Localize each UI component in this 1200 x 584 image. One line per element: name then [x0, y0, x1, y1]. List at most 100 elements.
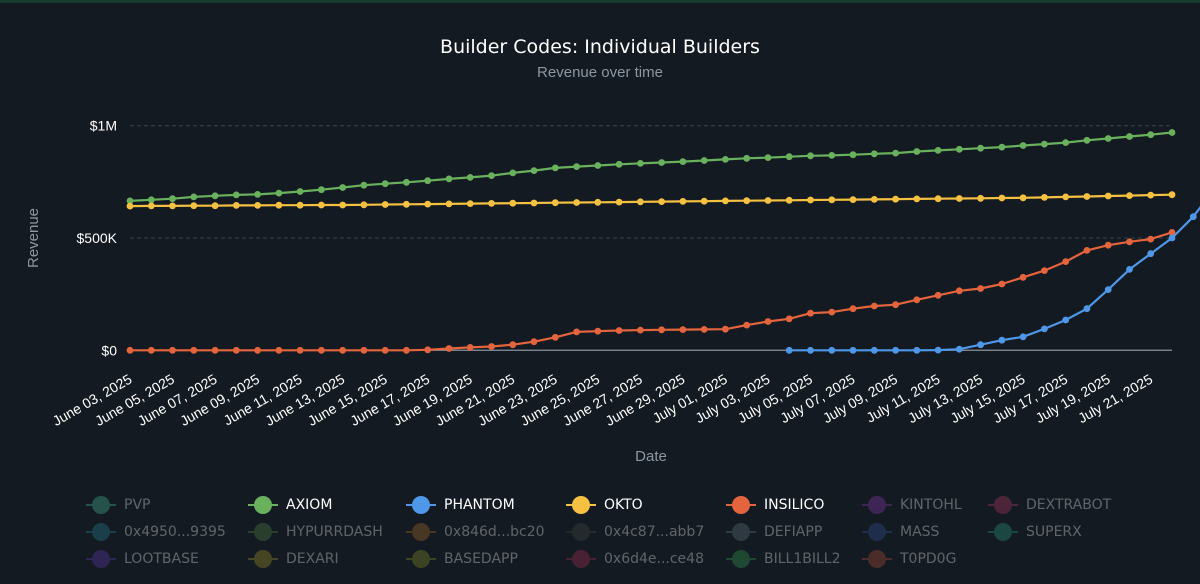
legend-item-bill1bill2[interactable]: BILL1BILL2: [726, 549, 840, 569]
data-point[interactable]: [1104, 192, 1112, 200]
legend-item-basedapp[interactable]: BASEDAPP: [406, 549, 518, 569]
data-point[interactable]: [126, 202, 134, 210]
data-point[interactable]: [615, 327, 623, 334]
legend-item-0x846d-bc20[interactable]: 0x846d...bc20: [406, 522, 545, 542]
data-point[interactable]: [126, 346, 134, 354]
data-point[interactable]: [466, 344, 474, 351]
legend-item-okto[interactable]: OKTO: [566, 495, 643, 515]
data-point[interactable]: [722, 156, 729, 163]
data-point[interactable]: [913, 148, 921, 155]
data-point[interactable]: [743, 197, 751, 205]
data-point[interactable]: [445, 175, 453, 183]
data-point[interactable]: [807, 152, 814, 160]
data-point[interactable]: [977, 285, 984, 292]
data-point[interactable]: [530, 338, 538, 346]
data-point[interactable]: [849, 305, 857, 313]
data-point[interactable]: [551, 199, 559, 207]
data-point[interactable]: [955, 145, 963, 153]
data-point[interactable]: [998, 143, 1006, 151]
data-point[interactable]: [934, 147, 942, 154]
data-point[interactable]: [1019, 142, 1027, 149]
data-point[interactable]: [360, 346, 368, 354]
data-point[interactable]: [1019, 333, 1027, 341]
data-point[interactable]: [1147, 191, 1155, 199]
data-point[interactable]: [1168, 129, 1176, 136]
data-point[interactable]: [211, 202, 219, 210]
series-axiom[interactable]: [126, 129, 1176, 205]
legend-item-phantom[interactable]: PHANTOM: [406, 495, 515, 515]
data-point[interactable]: [594, 327, 602, 335]
data-point[interactable]: [254, 346, 261, 354]
data-point[interactable]: [445, 345, 453, 352]
data-point[interactable]: [1189, 213, 1197, 221]
data-point[interactable]: [445, 200, 453, 208]
data-point[interactable]: [169, 346, 176, 354]
data-point[interactable]: [849, 196, 857, 204]
data-point[interactable]: [977, 341, 984, 349]
data-point[interactable]: [126, 197, 134, 205]
data-point[interactable]: [913, 296, 921, 304]
data-point[interactable]: [828, 346, 836, 354]
legend-item-hypurrdash[interactable]: HYPURRDASH: [248, 522, 383, 542]
data-point[interactable]: [764, 154, 772, 162]
data-point[interactable]: [1041, 140, 1048, 148]
data-point[interactable]: [296, 201, 304, 209]
data-point[interactable]: [870, 302, 878, 310]
data-point[interactable]: [722, 197, 729, 205]
legend-item-dexari[interactable]: DEXARI: [248, 549, 339, 569]
series-insilico[interactable]: [126, 229, 1176, 354]
data-point[interactable]: [785, 315, 793, 323]
data-point[interactable]: [254, 202, 261, 209]
data-point[interactable]: [403, 346, 410, 354]
data-point[interactable]: [509, 341, 517, 349]
data-point[interactable]: [807, 196, 814, 204]
data-point[interactable]: [403, 200, 410, 208]
data-point[interactable]: [339, 201, 347, 209]
data-point[interactable]: [211, 192, 219, 200]
data-point[interactable]: [637, 198, 644, 206]
data-point[interactable]: [637, 160, 644, 167]
data-point[interactable]: [339, 346, 347, 354]
data-point[interactable]: [785, 346, 793, 354]
data-point[interactable]: [1147, 131, 1155, 139]
data-point[interactable]: [424, 346, 432, 354]
data-point[interactable]: [1126, 238, 1133, 246]
data-point[interactable]: [1041, 194, 1048, 201]
data-point[interactable]: [594, 162, 602, 169]
data-point[interactable]: [488, 200, 495, 207]
data-point[interactable]: [658, 198, 665, 206]
data-point[interactable]: [594, 198, 602, 206]
data-point[interactable]: [955, 345, 963, 353]
data-point[interactable]: [722, 325, 729, 333]
data-point[interactable]: [190, 346, 198, 354]
legend-item-0x4c87-abb7[interactable]: 0x4c87...abb7: [566, 522, 704, 542]
data-point[interactable]: [1168, 229, 1176, 236]
data-point[interactable]: [1147, 235, 1155, 243]
data-point[interactable]: [551, 333, 559, 341]
data-point[interactable]: [1041, 267, 1048, 274]
data-point[interactable]: [828, 308, 836, 316]
data-point[interactable]: [488, 343, 495, 350]
data-point[interactable]: [828, 196, 836, 204]
data-point[interactable]: [360, 201, 368, 209]
data-point[interactable]: [892, 346, 899, 354]
data-point[interactable]: [743, 321, 751, 329]
data-point[interactable]: [381, 180, 389, 188]
data-point[interactable]: [360, 181, 368, 189]
legend-item-defiapp[interactable]: DEFIAPP: [726, 522, 822, 542]
data-point[interactable]: [1104, 286, 1112, 293]
data-point[interactable]: [275, 346, 283, 354]
data-point[interactable]: [934, 195, 942, 203]
data-point[interactable]: [679, 158, 687, 166]
data-point[interactable]: [254, 191, 261, 198]
data-point[interactable]: [381, 346, 389, 354]
data-point[interactable]: [700, 157, 708, 164]
data-point[interactable]: [828, 152, 836, 159]
data-point[interactable]: [190, 202, 198, 210]
data-point[interactable]: [530, 167, 538, 175]
data-point[interactable]: [764, 197, 772, 204]
data-point[interactable]: [1019, 194, 1027, 202]
data-point[interactable]: [424, 177, 432, 185]
data-point[interactable]: [381, 201, 389, 208]
legend-item-0x4950-9395[interactable]: 0x4950...9395: [86, 522, 226, 542]
